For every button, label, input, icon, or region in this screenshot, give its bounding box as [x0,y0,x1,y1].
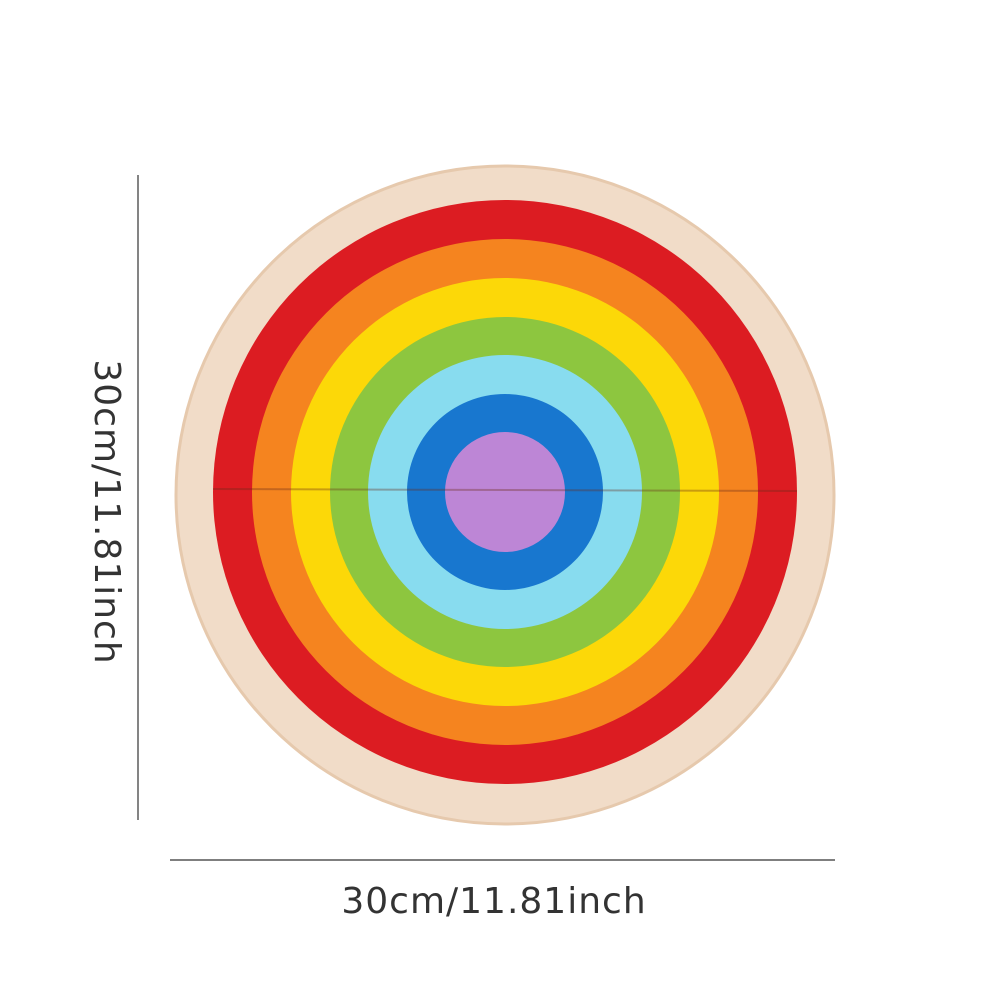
rainbow-board [174,164,836,826]
ring-purple [445,432,565,552]
split-line [212,488,798,492]
height-label: 30cm/11.81inch [86,359,127,664]
width-label: 30cm/11.81inch [341,881,646,922]
